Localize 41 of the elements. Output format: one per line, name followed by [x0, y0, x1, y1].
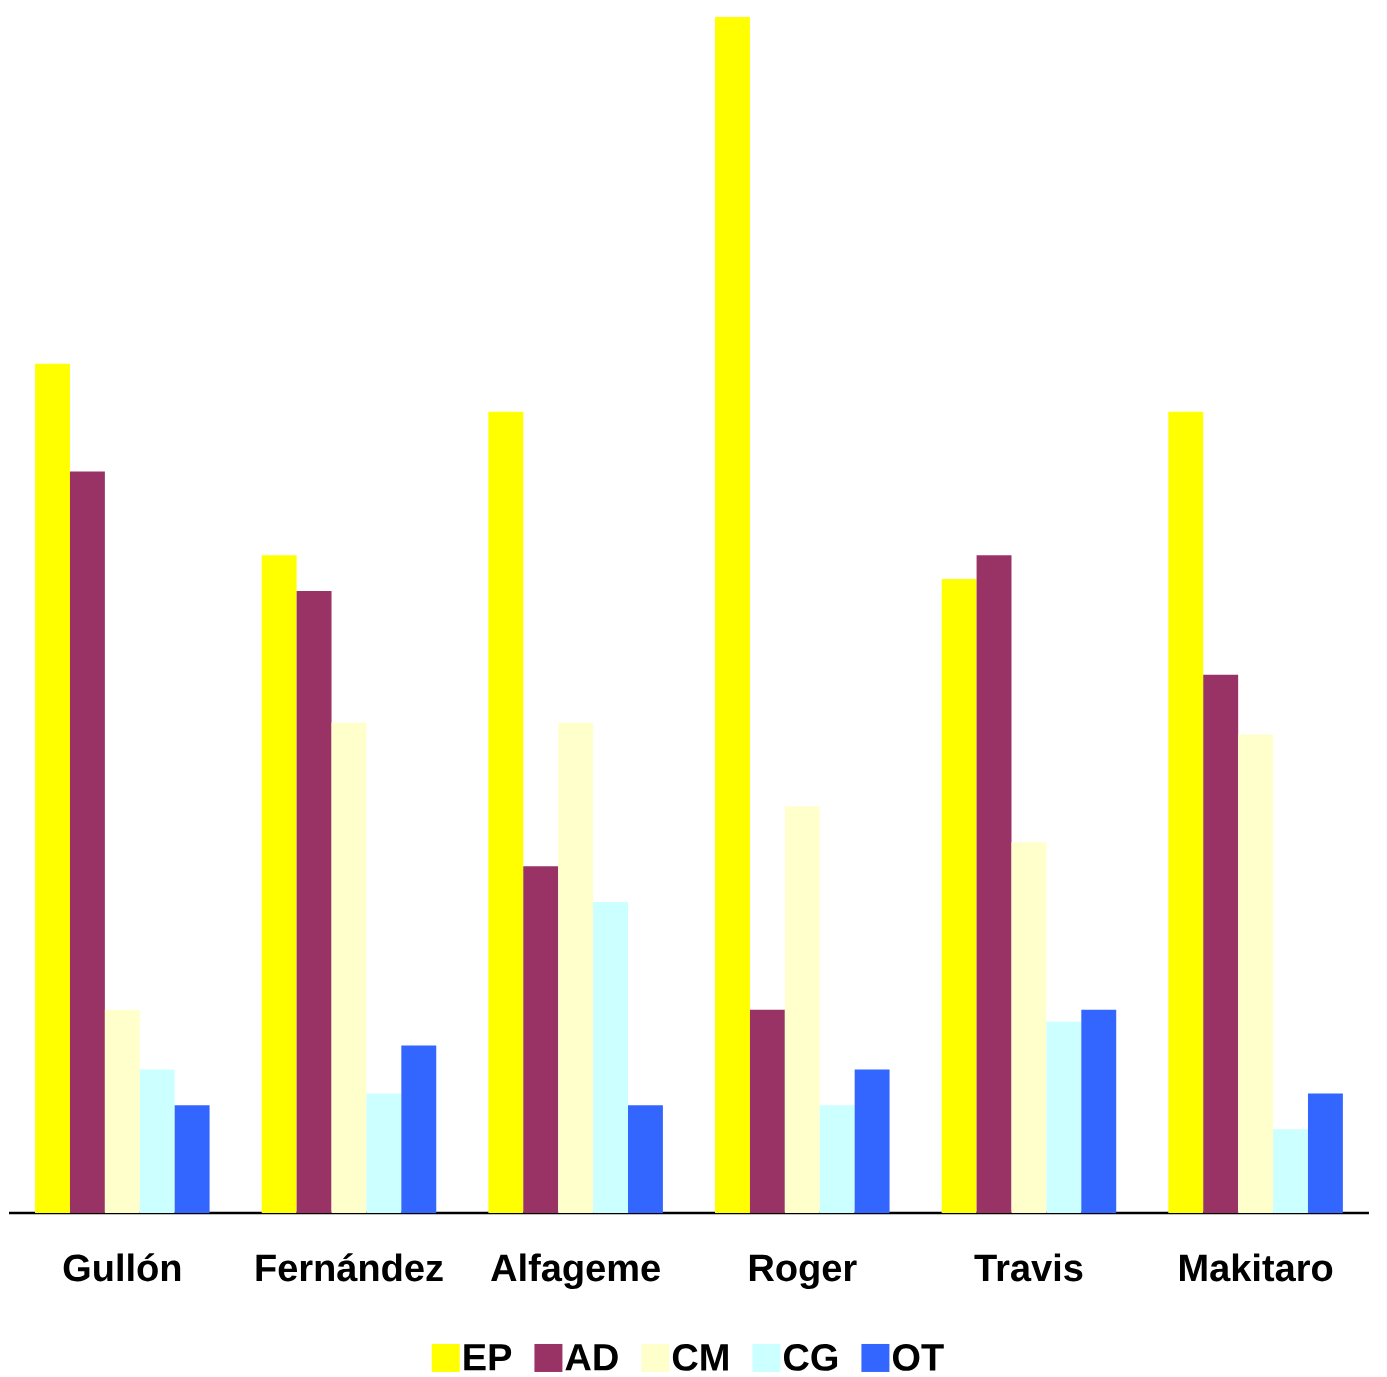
bar [628, 1105, 663, 1213]
bar [1011, 842, 1047, 1213]
x-tick-label: Alfageme [491, 1253, 660, 1290]
bar [331, 722, 367, 1213]
x-tick-label: Fernández [256, 1253, 443, 1282]
bar [1081, 1009, 1117, 1213]
x-tick-label: Makitaro [1180, 1253, 1333, 1282]
bar [854, 1069, 890, 1213]
bar [523, 866, 559, 1213]
bar [261, 555, 297, 1213]
legend-label: EP [464, 1344, 512, 1371]
bar [1203, 674, 1239, 1213]
bar [174, 1105, 210, 1213]
bar [366, 1093, 402, 1213]
bar [941, 579, 977, 1213]
bar [35, 363, 70, 1213]
x-tick-label: Travis [974, 1253, 1083, 1282]
bar [488, 411, 524, 1213]
bar [69, 471, 105, 1213]
bar [749, 1009, 785, 1213]
bar [296, 591, 332, 1213]
bar [401, 1045, 437, 1213]
legend-label: CG [783, 1343, 838, 1371]
x-tick-label: Gullón [63, 1253, 181, 1282]
bar [1273, 1129, 1308, 1213]
legend-label: CM [672, 1343, 728, 1371]
bar [1046, 1021, 1082, 1213]
bar [1307, 1093, 1343, 1213]
bar [1238, 734, 1274, 1213]
x-tick-label: Roger [749, 1254, 857, 1290]
bar [104, 1009, 140, 1213]
legend-label: AD [565, 1344, 618, 1371]
bar [558, 722, 594, 1213]
bar [715, 16, 750, 1213]
bar [819, 1105, 855, 1213]
bar [1168, 411, 1204, 1213]
bar [139, 1069, 175, 1213]
legend-label: OT [892, 1343, 944, 1371]
bar [784, 806, 820, 1213]
bar [593, 902, 628, 1213]
bar [976, 555, 1012, 1213]
